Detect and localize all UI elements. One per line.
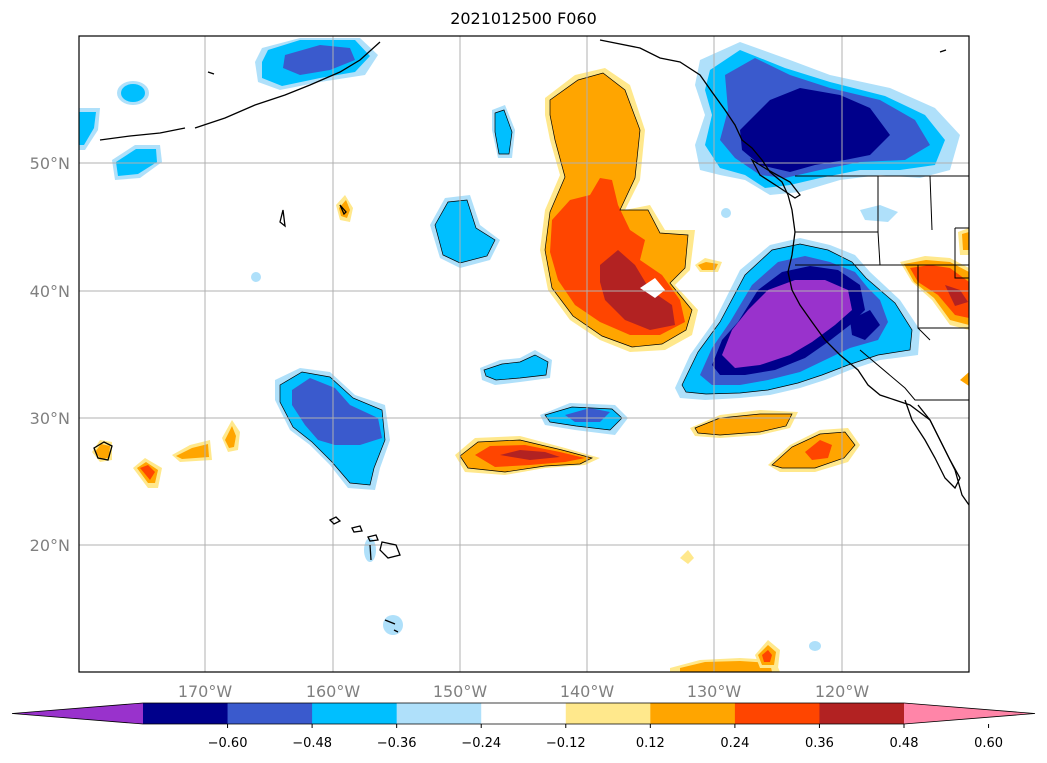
- colorbar-tick-label: 0.60: [974, 736, 1003, 751]
- map-title: 2021012500 F060: [450, 9, 597, 28]
- colorbar-swatch: [396, 703, 482, 724]
- colorbar-tick-label: 0.12: [636, 736, 665, 751]
- anomaly-negative-california: [675, 238, 920, 400]
- colorbar-swatch: [481, 703, 567, 724]
- lat-label-40n: 40°N: [30, 282, 70, 301]
- colorbar-swatch: [143, 703, 229, 724]
- lon-label-130w: 130°W: [687, 682, 742, 701]
- political-borders: [795, 175, 969, 401]
- colorbar-tick-label: −0.12: [546, 736, 586, 751]
- colorbar-swatch: [734, 703, 820, 724]
- colorbar-tick-label: 0.36: [805, 736, 834, 751]
- lon-label-170w: 170°W: [178, 682, 233, 701]
- lat-label-20n: 20°N: [30, 536, 70, 555]
- lon-label-140w: 140°W: [560, 682, 615, 701]
- colorbar-tick-label: 0.24: [720, 736, 749, 751]
- colorbar-tick-label: 0.48: [890, 736, 919, 751]
- colorbar-outline: [11, 702, 1036, 725]
- plot-frame: [78, 35, 970, 673]
- lon-label-150w: 150°W: [433, 682, 488, 701]
- colorbar-tick-label: −0.36: [377, 736, 417, 751]
- colorbar-swatch: [312, 703, 398, 724]
- colorbar-tick-label: −0.48: [292, 736, 332, 751]
- colorbar-tick-label: −0.60: [208, 736, 248, 751]
- lat-label-50n: 50°N: [30, 154, 70, 173]
- colorbar: −0.60 −0.48 −0.36 −0.24 −0.12 0.12 0.24 0.36 0.4…: [11, 702, 1036, 751]
- colorbar-swatch: [227, 703, 313, 724]
- colorbar-tick-label: −0.24: [461, 736, 501, 751]
- contour-lines: [279, 72, 913, 486]
- colorbar-swatch: [650, 703, 736, 724]
- lon-label-160w: 160°W: [306, 682, 361, 701]
- anomaly-positive-ne-pacific: [540, 68, 698, 352]
- colorbar-extend-min: [12, 703, 143, 724]
- coastlines: [93, 39, 969, 633]
- anomaly-negative-gulf-of-alaska: [695, 42, 960, 195]
- lon-label-120w: 120°W: [815, 682, 870, 701]
- colorbar-swatch: [819, 703, 905, 724]
- anomaly-negative-aleutians: [255, 38, 378, 90]
- lat-label-30n: 30°N: [30, 409, 70, 428]
- gridlines: [79, 36, 969, 672]
- colorbar-extend-max: [904, 703, 1035, 724]
- colorbar-swatch: [565, 703, 651, 724]
